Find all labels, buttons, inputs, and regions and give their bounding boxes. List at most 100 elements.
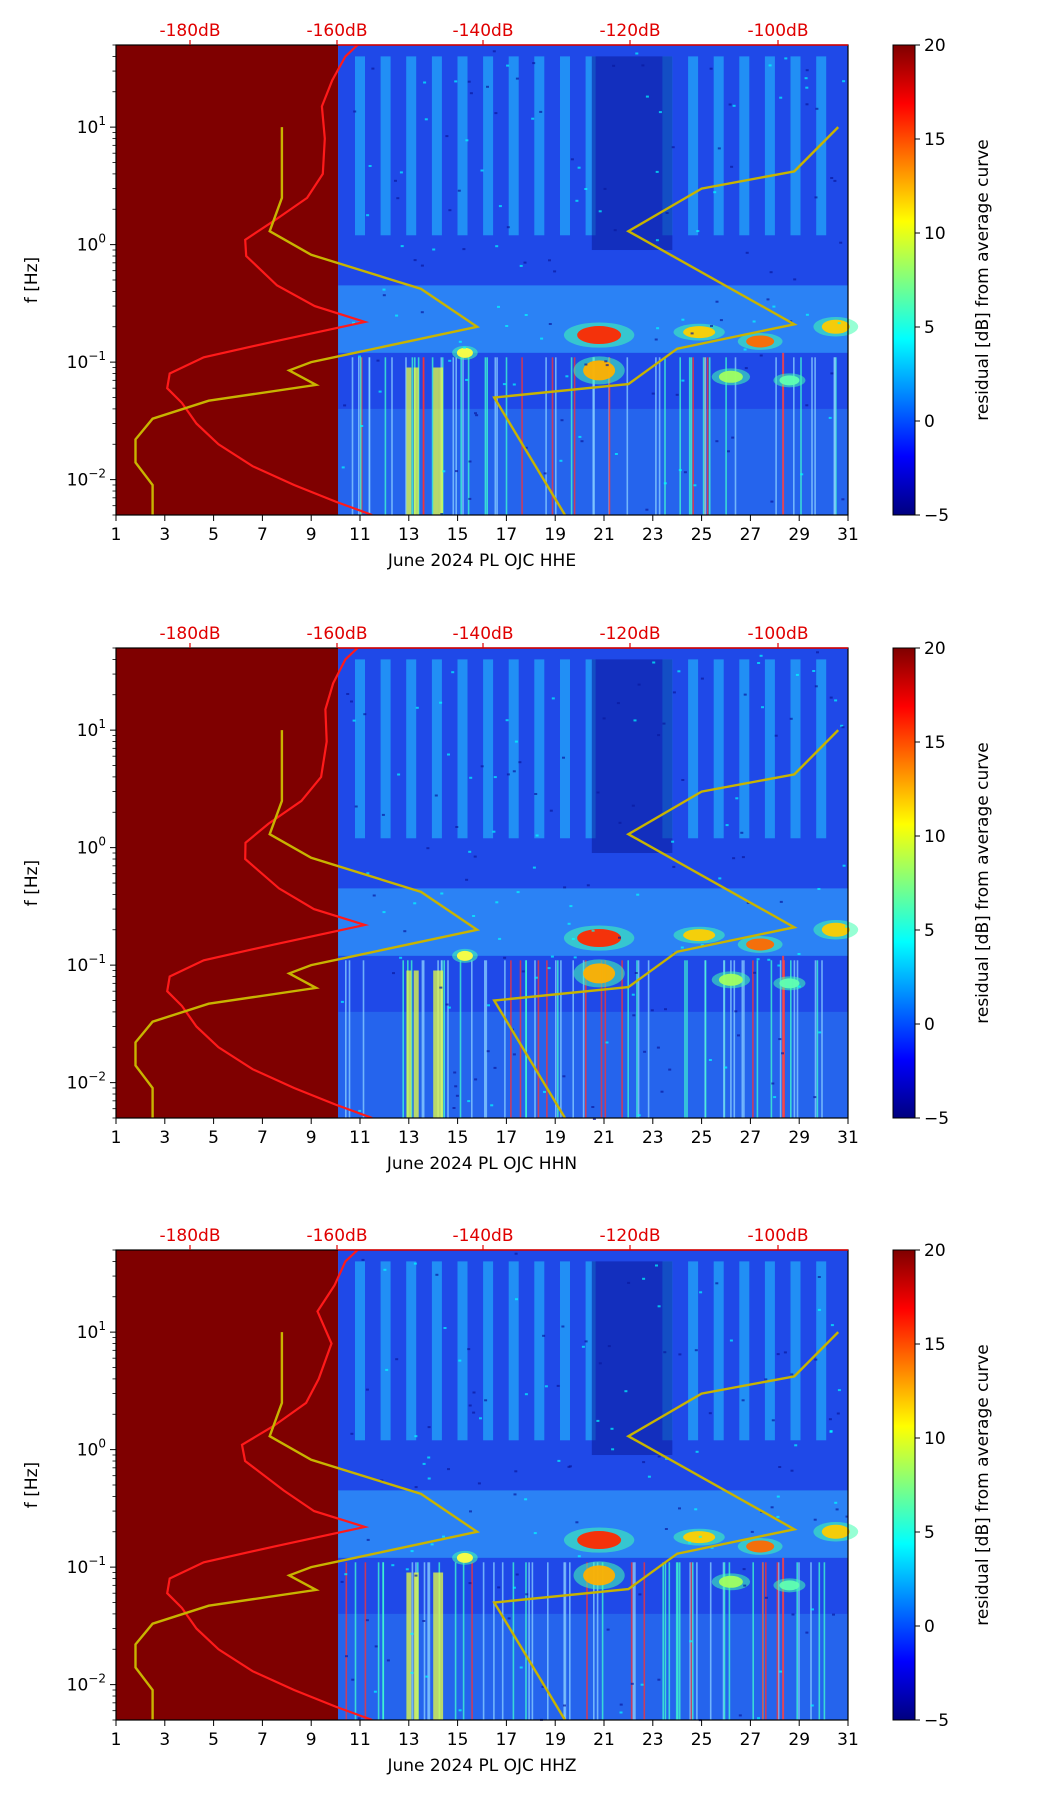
- spectrogram-speckle: [842, 80, 846, 83]
- x-tick-label: 31: [837, 1128, 859, 1148]
- spectrogram-streak: [423, 1562, 426, 1720]
- spectrogram-speckle: [391, 1564, 395, 1567]
- spectrogram-streak: [730, 960, 732, 1118]
- spectrogram-speckle: [382, 294, 386, 297]
- spectrogram-speckle: [541, 1685, 545, 1688]
- spectrogram-streak: [485, 960, 488, 1118]
- spectrogram-speckle: [577, 1555, 581, 1558]
- y-tick-base: 10: [67, 956, 89, 976]
- colorbar-tick-label: 5: [924, 1523, 935, 1543]
- spectrogram-stripe: [508, 659, 519, 839]
- spectrogram-speckle: [805, 313, 809, 316]
- spectrogram-streak: [570, 357, 573, 515]
- y-tick-label: 100: [77, 232, 106, 256]
- spectrogram-speckle: [397, 773, 401, 776]
- spectrogram-speckle: [642, 1277, 646, 1280]
- spectrogram-speckle: [841, 498, 845, 501]
- top-axis-db-label: -160dB: [306, 21, 367, 41]
- spectrogram-speckle: [567, 1465, 571, 1468]
- spectrogram-speckle: [396, 197, 400, 200]
- noise-model-low-curve: [134, 127, 481, 515]
- spectrogram-streak: [637, 960, 640, 1118]
- spectrogram-stripe: [431, 1261, 442, 1441]
- spectrogram-streak: [782, 955, 785, 1118]
- spectrogram-speckle: [420, 311, 424, 314]
- spectrogram-streak-bright: [433, 970, 439, 1118]
- noise-model-low-curve: [134, 1332, 481, 1720]
- spectrogram-speckle: [523, 261, 527, 264]
- spectrogram-speckle: [550, 955, 554, 958]
- x-tick-label: 1: [111, 1730, 122, 1750]
- spectrogram-speckle: [672, 865, 676, 868]
- spectrogram-streak: [626, 357, 629, 515]
- spectrogram-speckle: [454, 80, 458, 83]
- x-tick-label: 9: [306, 525, 317, 545]
- spectrogram-streak: [782, 352, 785, 515]
- x-tick-label: 21: [593, 525, 615, 545]
- spectrogram-speckle: [814, 1358, 818, 1361]
- spectrogram-streak-bright: [438, 970, 444, 1118]
- spectrogram-speckle: [638, 1593, 642, 1596]
- spectrogram-speckle: [832, 1613, 835, 1616]
- top-axis-db-label: -160dB: [306, 1226, 367, 1246]
- spectrogram-streak: [348, 960, 351, 1118]
- colorbar-tick-label: 0: [924, 412, 935, 432]
- top-axis-db-label: -100dB: [747, 21, 808, 41]
- x-tick-label: 27: [740, 1730, 762, 1750]
- spectrogram-speckle: [383, 1268, 387, 1271]
- x-tick-label: 1: [111, 1128, 122, 1148]
- spectrogram-speckle: [457, 189, 461, 192]
- spectrogram-streak: [572, 960, 574, 1118]
- spectrogram-speckle: [439, 701, 443, 704]
- spectrogram-speckle: [343, 404, 347, 407]
- spectrogram-speckle: [394, 179, 397, 182]
- spectrogram-streak: [770, 960, 773, 1118]
- top-axis-db-label: -160dB: [306, 624, 367, 644]
- spectrogram-speckle: [548, 259, 551, 262]
- spectrogram-speckle: [513, 1493, 517, 1496]
- y-axis-label: f [Hz]: [22, 860, 42, 906]
- spectrogram-speckle: [805, 404, 809, 407]
- x-tick-label: 15: [447, 1128, 469, 1148]
- spectrogram-streak: [560, 960, 562, 1118]
- x-tick-label: 15: [447, 525, 469, 545]
- spectrogram-speckle: [715, 440, 719, 443]
- spectrogram-speckle: [805, 1631, 809, 1634]
- spectrogram-speckle: [560, 419, 564, 422]
- spectrogram-speckle: [426, 847, 430, 850]
- spectrogram-speckle: [415, 706, 419, 709]
- x-tick-label: 21: [593, 1128, 615, 1148]
- spectrogram-speckle: [729, 1339, 733, 1342]
- spectrogram-speckle: [598, 210, 602, 213]
- spectrogram-speckle: [732, 857, 736, 860]
- spectrogram-speckle: [672, 691, 676, 694]
- spectrogram-streak: [557, 960, 559, 1118]
- spectrogram-speckle: [445, 135, 449, 138]
- spectrogram-speckle: [365, 1388, 369, 1391]
- spectrogram-stripe: [406, 1261, 417, 1441]
- spectrogram-speckle: [810, 1704, 814, 1707]
- x-tick-label: 5: [208, 525, 219, 545]
- spectrogram-speckle: [451, 671, 455, 674]
- spectrogram-streak: [708, 357, 711, 515]
- spectrogram-stripe: [560, 56, 570, 236]
- spectrogram-speckle: [519, 1666, 523, 1669]
- spectrogram-streak: [601, 1562, 604, 1720]
- spectrogram-speckle: [655, 170, 659, 173]
- y-tick-exponent: −1: [88, 349, 106, 363]
- spectrogram-stripe: [713, 1261, 724, 1441]
- spectrogram-streak: [431, 357, 434, 515]
- spectrogram-streak: [402, 960, 404, 1118]
- spectrogram-streak: [592, 357, 594, 515]
- spectrogram-speckle: [442, 470, 446, 473]
- spectrogram-speckle: [400, 245, 404, 248]
- spectrogram-speckle: [427, 1426, 431, 1429]
- y-tick-label: 101: [77, 717, 106, 741]
- spectrogram-speckle: [414, 1435, 418, 1438]
- y-tick-base: 10: [67, 1676, 89, 1696]
- spectrogram-speckle: [735, 797, 739, 800]
- spectrogram-streak: [512, 1562, 515, 1720]
- spectrogram-speckle: [586, 884, 590, 887]
- spectrogram-stripe: [380, 56, 391, 236]
- spectrogram-speckle: [828, 416, 832, 419]
